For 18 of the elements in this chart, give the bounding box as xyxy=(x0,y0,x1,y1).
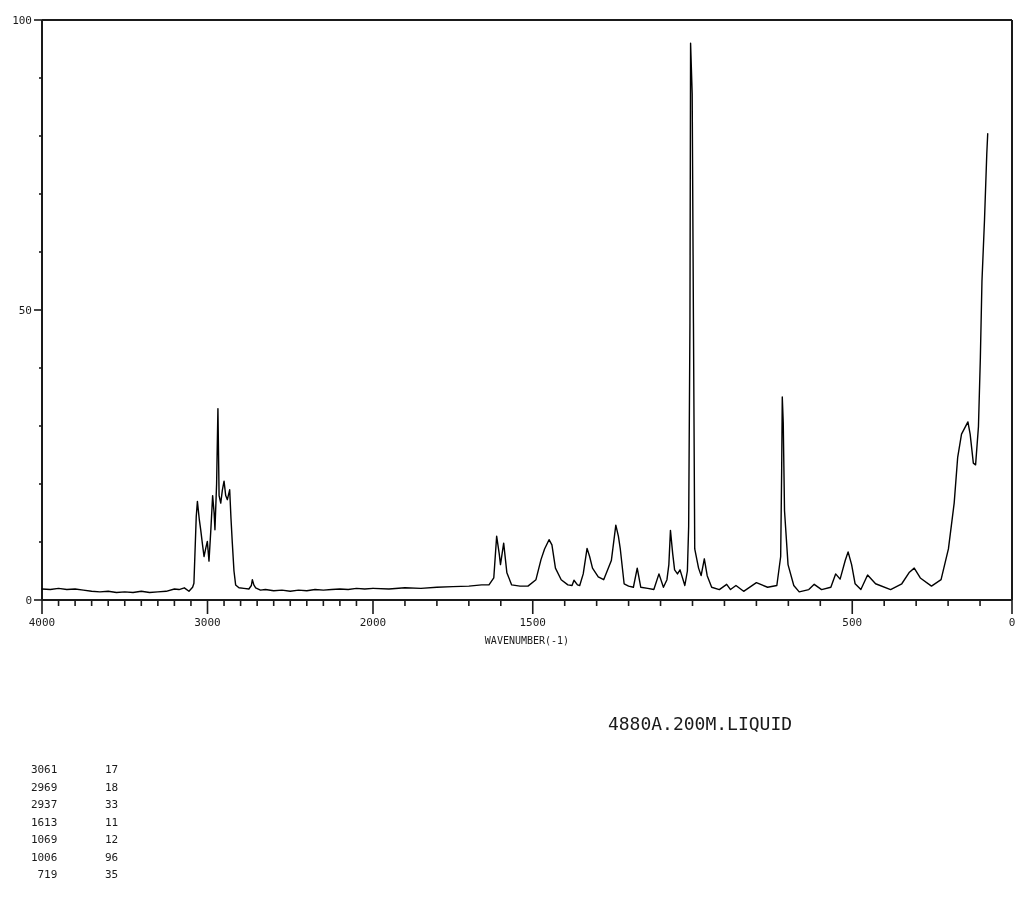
text: 1069 12 xyxy=(30,833,119,846)
text: 1006 96 xyxy=(30,850,119,864)
y-tick-label: 100 xyxy=(12,14,32,27)
text: 4880A.200M.LIQUID xyxy=(607,713,793,734)
y-tick-label: 50 xyxy=(18,304,32,317)
x-tick-label: 4000 xyxy=(28,616,56,629)
text: 2937 33 xyxy=(30,798,119,811)
x-axis-title: WAVENUMBER(-1) xyxy=(484,635,570,646)
text: 2969 18 xyxy=(30,780,119,794)
x-tick-label: 1500 xyxy=(519,616,546,629)
text: 3061 17 xyxy=(30,763,119,776)
x-tick-label: 500 xyxy=(842,616,863,629)
y-tick-label: 0 xyxy=(25,594,32,607)
x-tick-label: 2000 xyxy=(359,616,387,629)
text: 1613 11 xyxy=(30,815,119,829)
x-tick-label: 0 xyxy=(1008,616,1016,629)
text: 719 35 xyxy=(37,868,119,881)
x-tick-label: 3000 xyxy=(194,616,221,629)
